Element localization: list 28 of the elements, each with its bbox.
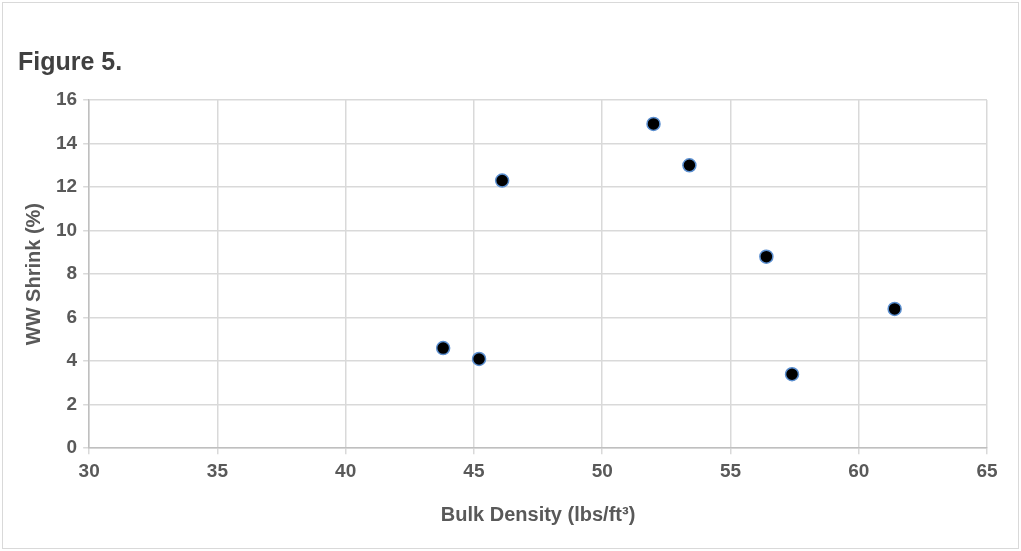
point — [646, 116, 661, 132]
chart-title: Figure 5. — [18, 46, 123, 75]
x-tick-label: 45 — [463, 459, 485, 481]
x-tick-label: 55 — [719, 459, 742, 481]
point — [887, 301, 902, 317]
point — [435, 340, 451, 356]
y-axis-title: WW Shrink (%) — [21, 202, 44, 346]
x-tick-label: 60 — [848, 459, 870, 481]
y-tick-label: 12 — [55, 175, 78, 197]
x-tick-label: 40 — [335, 459, 357, 481]
y-tick-label: 10 — [55, 218, 78, 240]
x-tick-label: 30 — [78, 459, 100, 481]
point — [494, 173, 510, 188]
x-axis-title: Bulk Density (lbs/ft³) — [440, 502, 636, 525]
x-tick-label: 50 — [591, 459, 613, 481]
y-tick-label: 14 — [55, 131, 78, 153]
y-tick-label: 2 — [66, 392, 78, 414]
point — [784, 366, 800, 382]
y-tick-label: 8 — [66, 262, 78, 284]
point — [682, 158, 697, 173]
x-tick-label: 65 — [976, 459, 998, 481]
point — [759, 249, 774, 264]
y-tick-label: 0 — [66, 436, 78, 458]
y-tick-label: 16 — [55, 88, 78, 110]
y-tick-label: 4 — [66, 349, 78, 371]
y-tick-label: 6 — [66, 305, 78, 327]
x-tick-label: 35 — [206, 459, 229, 481]
point — [471, 351, 487, 367]
